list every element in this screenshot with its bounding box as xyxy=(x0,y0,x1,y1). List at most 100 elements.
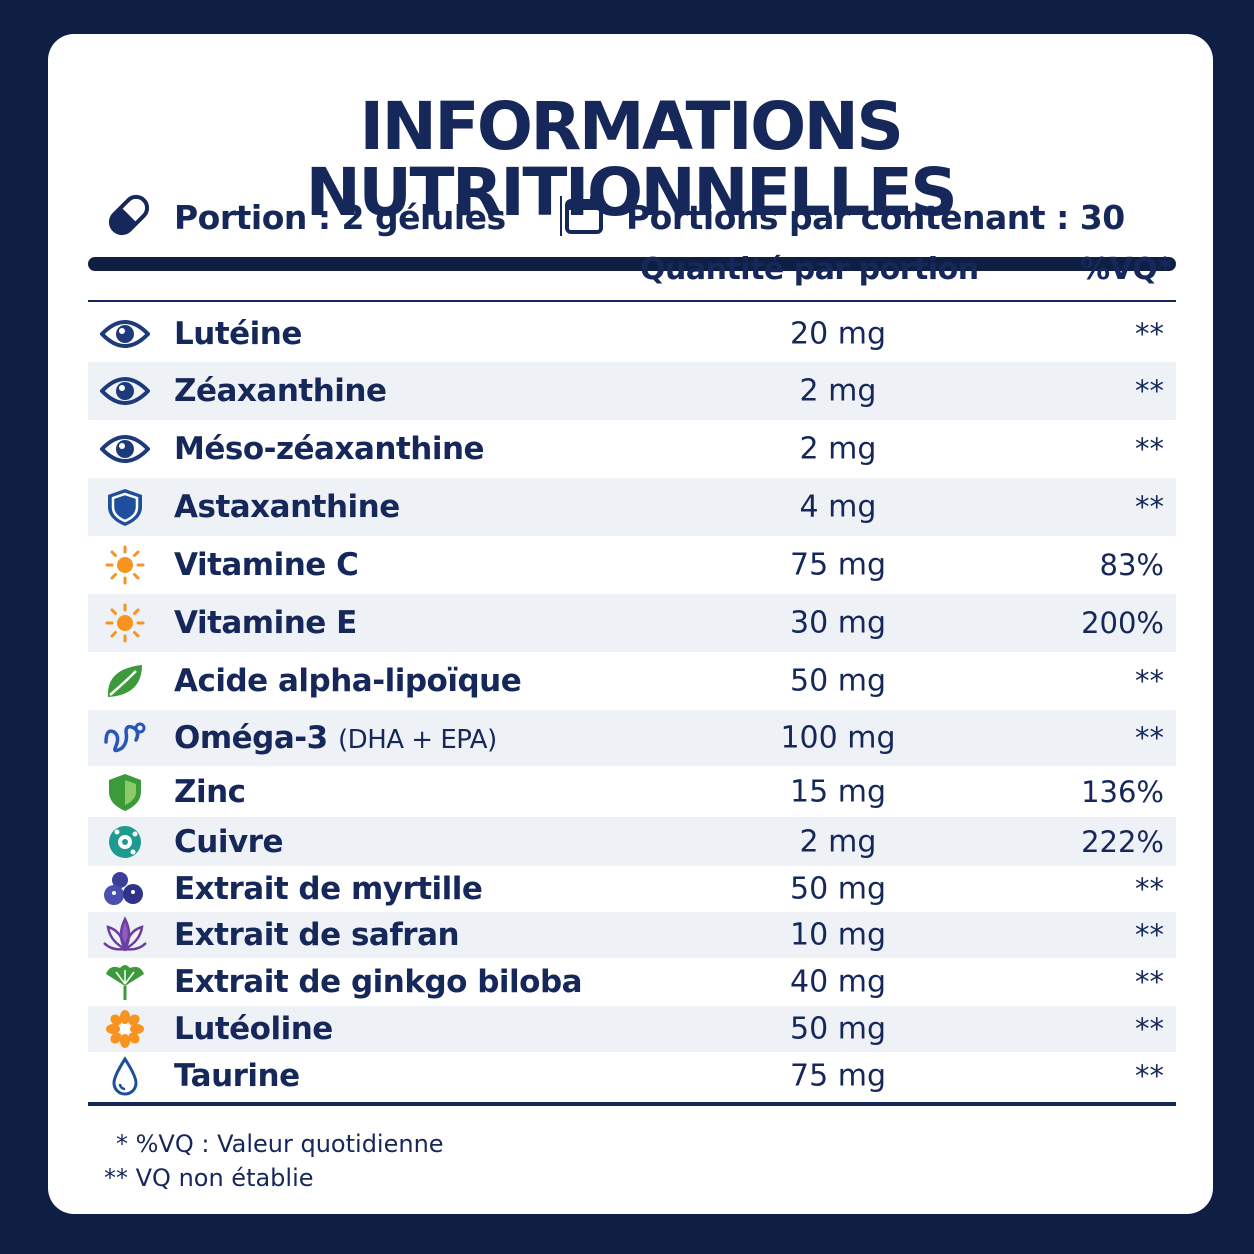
nutrient-name-text: Oméga-3 xyxy=(174,720,328,756)
nutrient-amount: 100 mg xyxy=(780,720,896,756)
saffron-flower-icon xyxy=(100,915,150,955)
nutrient-amount: 50 mg xyxy=(790,871,886,907)
nutrient-name-text: Extrait de safran xyxy=(174,917,460,953)
servings-per-container: Portions par contenant : 30 xyxy=(626,198,1125,237)
sun-icon xyxy=(100,603,150,643)
nutrient-daily-value: ** xyxy=(1135,872,1164,906)
nutrient-name-text: Vitamine E xyxy=(174,605,357,641)
nutrient-name: Cuivre xyxy=(174,824,283,860)
nutrient-amount: 15 mg xyxy=(790,774,886,809)
footnote-dv: * %VQ : Valeur quotidienne xyxy=(116,1130,444,1158)
table-row: Méso-zéaxanthine 2 mg ** xyxy=(88,420,1176,478)
nutrient-name: Lutéine xyxy=(174,316,302,352)
nutrient-name: Vitamine E xyxy=(174,605,357,641)
nutrient-name: Vitamine C xyxy=(174,547,359,583)
table-row: Vitamine C 75 mg 83% xyxy=(88,536,1176,594)
nutrient-amount: 75 mg xyxy=(790,547,886,583)
table-row: Cuivre 2 mg 222% xyxy=(88,817,1176,866)
nutrient-daily-value: ** xyxy=(1135,317,1164,351)
nutrient-name-text: Méso-zéaxanthine xyxy=(174,431,485,467)
nutrient-name: Extrait de myrtille xyxy=(174,871,483,907)
nutrient-daily-value: ** xyxy=(1135,721,1164,755)
nutrient-name-text: Zéaxanthine xyxy=(174,373,387,409)
capsule-icon xyxy=(108,194,150,236)
nutrient-name-detail: (DHA + EPA) xyxy=(338,725,497,755)
thick-divider xyxy=(88,257,1176,271)
nutrient-daily-value: ** xyxy=(1135,1059,1164,1093)
table-row: Extrait de myrtille 50 mg ** xyxy=(88,866,1176,912)
nutrient-amount: 50 mg xyxy=(790,1011,886,1047)
table-bottom-divider xyxy=(88,1102,1176,1106)
nutrient-amount: 4 mg xyxy=(799,489,877,525)
separator xyxy=(560,196,562,236)
page-title: INFORMATIONS NUTRITIONNELLES xyxy=(305,88,958,231)
table-row: Astaxanthine 4 mg ** xyxy=(88,478,1176,536)
nutrient-name-text: Zinc xyxy=(174,773,246,810)
header-divider xyxy=(88,300,1176,302)
ginkgo-leaf-icon xyxy=(100,962,150,1002)
nutrient-name-text: Taurine xyxy=(174,1058,300,1094)
nutrient-name-text: Extrait de ginkgo biloba xyxy=(174,964,583,1000)
nutrient-amount: 40 mg xyxy=(790,964,886,1000)
sun-icon xyxy=(100,545,150,585)
nutrient-name: Zinc xyxy=(174,774,246,810)
table-row: Vitamine E 30 mg 200% xyxy=(88,594,1176,652)
nutrient-name: Extrait de safran xyxy=(174,917,460,953)
blueberry-icon xyxy=(100,869,150,909)
nutrient-name: Taurine xyxy=(174,1058,300,1094)
table-row: Lutéine 20 mg ** xyxy=(88,305,1176,363)
nutrient-name: Lutéoline xyxy=(174,1011,333,1047)
nutrient-amount: 20 mg xyxy=(790,316,886,352)
nutrient-daily-value: 222% xyxy=(1081,824,1164,859)
portion-size: Portion : 2 gélules xyxy=(174,198,506,237)
table-row: Lutéoline 50 mg ** xyxy=(88,1006,1176,1052)
eye-icon xyxy=(99,314,151,354)
table-row: Extrait de ginkgo biloba 40 mg ** xyxy=(88,958,1176,1006)
serving-info: Portion : 2 gélules Portions par contena… xyxy=(48,194,1213,240)
nutrient-daily-value: ** xyxy=(1135,432,1164,466)
wave-icon xyxy=(100,718,150,758)
dv-column-header: %VQ* xyxy=(1080,252,1173,287)
nutrient-name: Oméga-3 (DHA + EPA) xyxy=(174,720,497,756)
orange-flower-icon xyxy=(100,1009,150,1049)
leaf-icon xyxy=(100,661,150,701)
nutrient-name-text: Acide alpha-lipoïque xyxy=(174,663,522,699)
nutrient-name: Extrait de ginkgo biloba xyxy=(174,964,583,1000)
nutrient-daily-value: ** xyxy=(1135,664,1164,698)
nutrient-amount: 50 mg xyxy=(790,663,886,699)
nutrient-daily-value: ** xyxy=(1135,1012,1164,1046)
eye-icon xyxy=(99,371,151,411)
nutrient-name: Zéaxanthine xyxy=(174,373,387,409)
nutrient-name-text: Extrait de myrtille xyxy=(174,871,483,907)
table-row: Acide alpha-lipoïque 50 mg ** xyxy=(88,652,1176,710)
nutrient-name-text: Lutéine xyxy=(174,316,302,352)
nutrient-name: Méso-zéaxanthine xyxy=(174,431,485,467)
drop-icon xyxy=(100,1056,150,1096)
mineral-icon xyxy=(100,822,150,862)
table-row: Taurine 75 mg ** xyxy=(88,1052,1176,1100)
nutrient-amount: 10 mg xyxy=(790,917,886,953)
nutrient-name-text: Astaxanthine xyxy=(174,489,400,525)
calendar-icon xyxy=(565,195,603,234)
nutrient-name-text: Vitamine C xyxy=(174,547,359,583)
nutrient-daily-value: ** xyxy=(1135,965,1164,999)
nutrient-daily-value: ** xyxy=(1135,918,1164,952)
table-row: Zéaxanthine 2 mg ** xyxy=(88,362,1176,420)
table-row: Oméga-3 (DHA + EPA) 100 mg ** xyxy=(88,710,1176,766)
nutrient-name: Acide alpha-lipoïque xyxy=(174,663,522,699)
nutrient-amount: 75 mg xyxy=(790,1058,886,1094)
shield-icon xyxy=(100,487,150,527)
table-row: Zinc 15 mg 136% xyxy=(88,766,1176,817)
nutrient-amount: 2 mg xyxy=(799,373,877,409)
table-row: Extrait de safran 10 mg ** xyxy=(88,912,1176,958)
nutrient-amount: 2 mg xyxy=(799,824,877,859)
nutrient-daily-value: 200% xyxy=(1081,606,1164,640)
nutrient-daily-value: ** xyxy=(1135,374,1164,408)
eye-icon xyxy=(99,429,151,469)
nutrient-daily-value: 136% xyxy=(1081,774,1164,809)
footnote-not-established: ** VQ non établie xyxy=(104,1164,314,1192)
nutrient-amount: 2 mg xyxy=(799,431,877,467)
nutrient-daily-value: ** xyxy=(1135,490,1164,524)
green-shield-icon xyxy=(100,772,150,812)
nutrient-name-text: Cuivre xyxy=(174,823,283,860)
